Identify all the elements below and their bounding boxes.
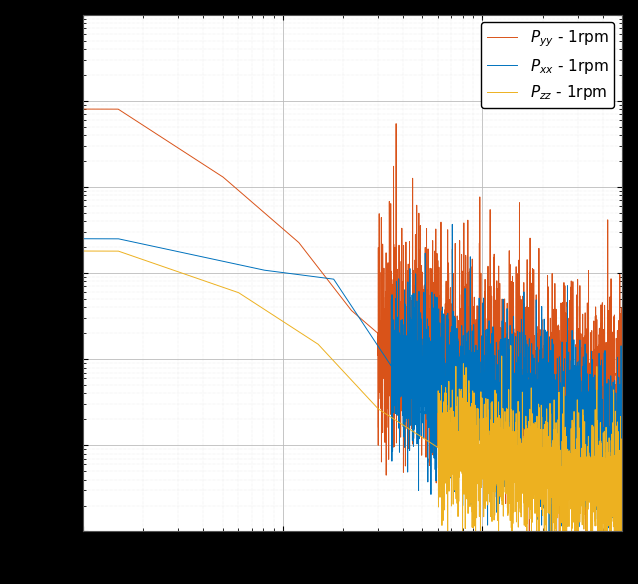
Line: $P_{yy}$ - 1rpm: $P_{yy}$ - 1rpm (83, 109, 622, 557)
$P_{xx}$ - 1rpm (618, 418, 626, 425)
$P_{yy}$ - 1rpm (430, 373, 438, 380)
$P_{yy}$ - 1rpm (403, 383, 410, 390)
$P_{xx}$ - 1rpm (79, 235, 87, 242)
$P_{zz}$ - 1rpm (523, 471, 530, 478)
Legend: $P_{yy}$ - 1rpm, $P_{xx}$ - 1rpm, $P_{zz}$ - 1rpm: $P_{yy}$ - 1rpm, $P_{xx}$ - 1rpm, $P_{zz… (480, 22, 614, 109)
$P_{yy}$ - 1rpm (523, 412, 530, 419)
$P_{xx}$ - 1rpm (449, 221, 456, 228)
$P_{yy}$ - 1rpm (177, 146, 184, 153)
$P_{xx}$ - 1rpm (403, 335, 410, 342)
$P_{yy}$ - 1rpm (79, 106, 87, 113)
$P_{zz}$ - 1rpm (177, 269, 184, 276)
$P_{yy}$ - 1rpm (285, 230, 293, 237)
$P_{xx}$ - 1rpm (285, 270, 293, 277)
$P_{zz}$ - 1rpm (523, 554, 531, 561)
$P_{xx}$ - 1rpm (430, 304, 438, 311)
$P_{zz}$ - 1rpm (285, 322, 293, 329)
$P_{yy}$ - 1rpm (582, 554, 590, 561)
$P_{yy}$ - 1rpm (481, 343, 489, 350)
$P_{zz}$ - 1rpm (79, 248, 87, 255)
$P_{xx}$ - 1rpm (177, 249, 184, 256)
$P_{zz}$ - 1rpm (430, 441, 438, 448)
$P_{zz}$ - 1rpm (403, 423, 410, 430)
$P_{zz}$ - 1rpm (481, 505, 489, 512)
Line: $P_{xx}$ - 1rpm: $P_{xx}$ - 1rpm (83, 224, 622, 551)
$P_{xx}$ - 1rpm (523, 386, 530, 393)
Line: $P_{zz}$ - 1rpm: $P_{zz}$ - 1rpm (83, 251, 622, 557)
$P_{yy}$ - 1rpm (618, 336, 626, 343)
$P_{xx}$ - 1rpm (545, 547, 553, 554)
$P_{zz}$ - 1rpm (618, 504, 626, 511)
$P_{xx}$ - 1rpm (482, 465, 489, 472)
